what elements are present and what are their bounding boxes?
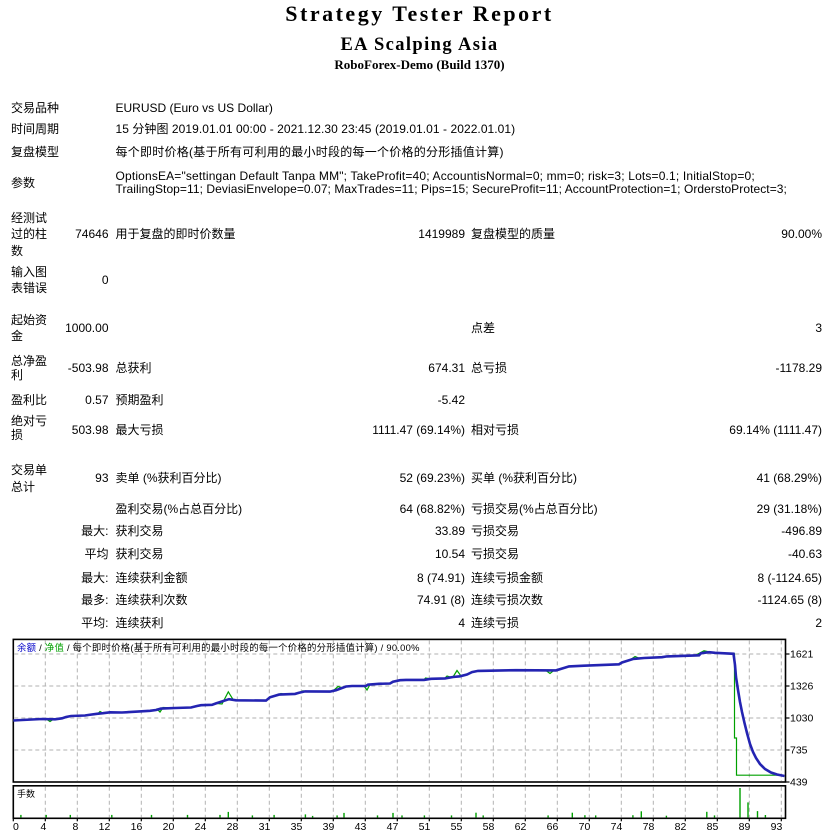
svg-text:66: 66 — [547, 821, 559, 833]
svg-text:93: 93 — [771, 821, 783, 833]
svg-text:58: 58 — [483, 821, 495, 833]
svg-text:62: 62 — [515, 821, 527, 833]
svg-text:55: 55 — [451, 821, 463, 833]
svg-text:28: 28 — [227, 821, 239, 833]
svg-text:余额 / 净值 / 每个即时价格(基于所有可利用的最小时段的: 余额 / 净值 / 每个即时价格(基于所有可利用的最小时段的每一个价格的分形插值… — [17, 642, 420, 653]
svg-text:31: 31 — [259, 821, 271, 833]
svg-text:43: 43 — [355, 821, 367, 833]
svg-text:735: 735 — [790, 745, 808, 757]
svg-text:24: 24 — [195, 821, 207, 833]
svg-text:39: 39 — [323, 821, 335, 833]
svg-text:1030: 1030 — [790, 713, 814, 725]
svg-text:82: 82 — [675, 821, 687, 833]
svg-text:1621: 1621 — [790, 649, 814, 661]
svg-text:47: 47 — [387, 821, 399, 833]
svg-text:439: 439 — [790, 777, 808, 789]
svg-text:51: 51 — [419, 821, 431, 833]
svg-text:85: 85 — [707, 821, 719, 833]
svg-text:1326: 1326 — [790, 681, 814, 693]
svg-text:74: 74 — [611, 821, 623, 833]
svg-text:16: 16 — [131, 821, 143, 833]
svg-text:4: 4 — [40, 821, 46, 833]
svg-text:手数: 手数 — [17, 788, 35, 799]
svg-text:35: 35 — [291, 821, 303, 833]
svg-text:0: 0 — [13, 821, 19, 833]
svg-text:8: 8 — [72, 821, 78, 833]
svg-text:12: 12 — [99, 821, 111, 833]
svg-text:89: 89 — [739, 821, 751, 833]
svg-text:70: 70 — [579, 821, 591, 833]
svg-text:20: 20 — [163, 821, 175, 833]
svg-text:78: 78 — [643, 821, 655, 833]
